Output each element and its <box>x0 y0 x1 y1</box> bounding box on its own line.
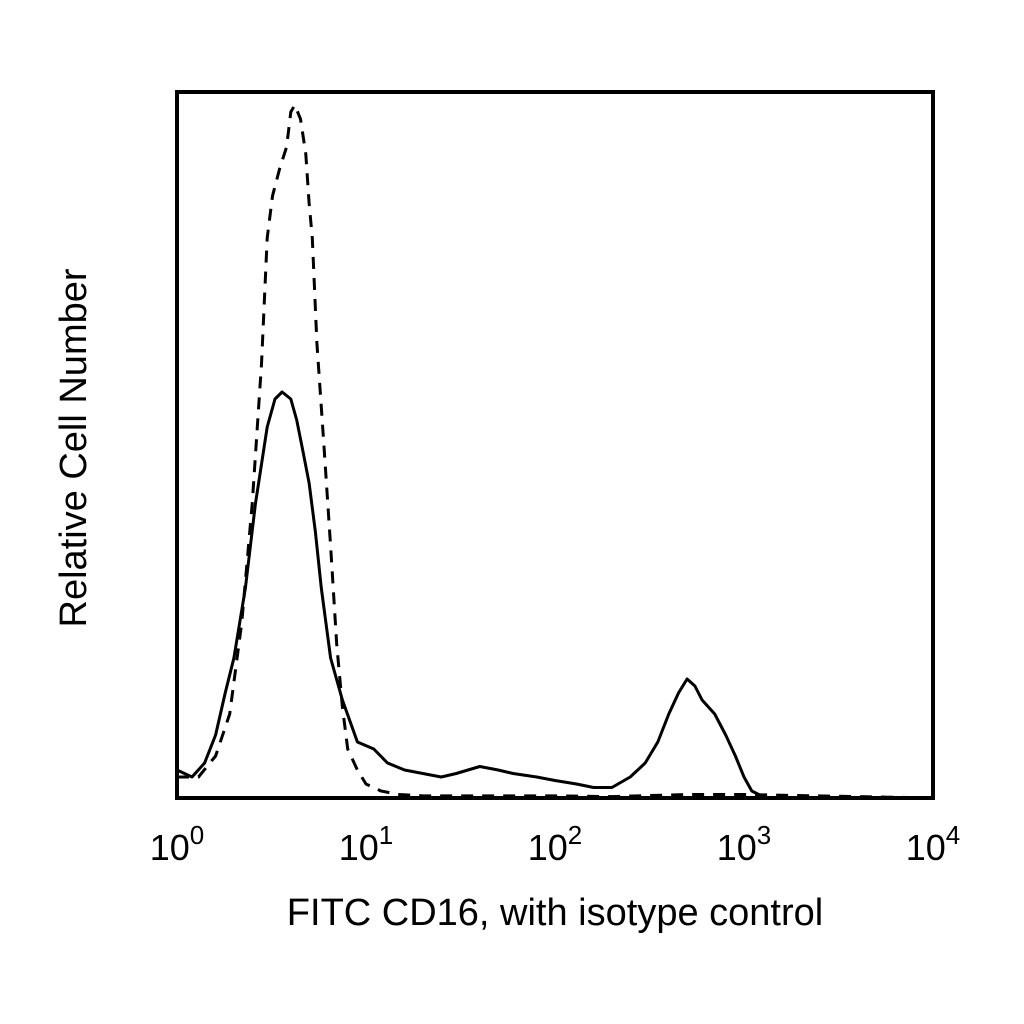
series-layer <box>176 103 934 800</box>
plot-area <box>177 92 933 798</box>
cd16-histogram <box>176 390 933 800</box>
y-axis-label: Relative Cell Number <box>53 268 95 627</box>
x-tick-label: 102 <box>528 820 583 868</box>
x-tick-label: 101 <box>339 820 394 868</box>
x-tick-labels: 100 101 102 103 104 <box>150 820 961 868</box>
x-tick-label: 103 <box>717 820 772 868</box>
isotype-control-histogram <box>177 103 934 800</box>
x-tick-label: 100 <box>150 820 205 868</box>
x-axis-label: FITC CD16, with isotype control <box>287 892 823 934</box>
plot-frame <box>175 90 935 800</box>
x-tick-label: 104 <box>906 820 961 868</box>
